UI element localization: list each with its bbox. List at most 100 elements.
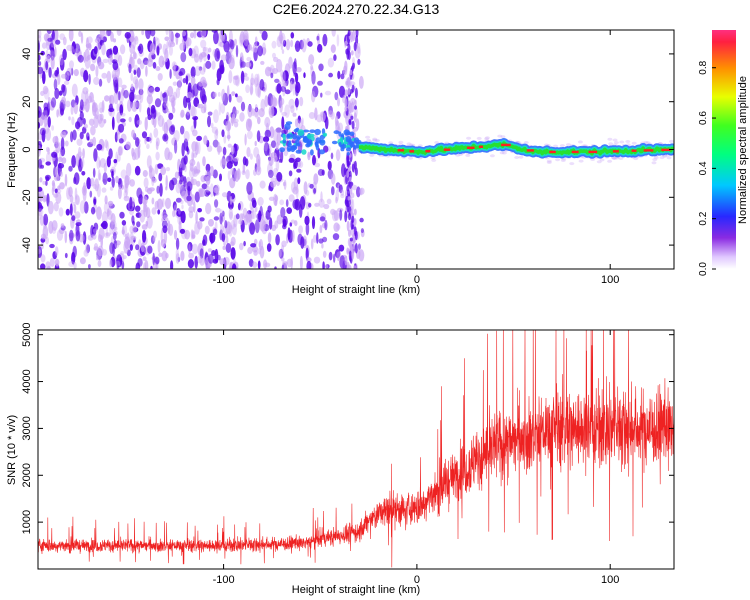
noise-mark xyxy=(106,70,112,84)
noise-mark xyxy=(200,30,207,39)
noise-mark xyxy=(175,87,181,99)
noise-mark xyxy=(298,225,303,234)
noise-mark xyxy=(80,157,85,168)
y-tick-label: 0 xyxy=(21,146,33,152)
noise-mark xyxy=(189,162,194,172)
noise-mark xyxy=(208,253,214,264)
noise-mark xyxy=(242,30,249,41)
noise-mark xyxy=(212,228,218,236)
noise-mark xyxy=(190,76,196,86)
noise-mark xyxy=(113,91,119,105)
noise-mark xyxy=(325,264,328,269)
noise-mark xyxy=(193,116,197,129)
noise-mark xyxy=(66,44,73,52)
noise-mark xyxy=(68,116,71,121)
noise-mark xyxy=(270,140,277,148)
noise-mark xyxy=(140,242,145,253)
noise-mark xyxy=(279,30,283,44)
noise-mark xyxy=(169,69,172,79)
noise-mark xyxy=(221,158,228,165)
x-tick-label: -100 xyxy=(213,274,235,286)
noise-mark xyxy=(222,245,226,250)
noise-mark xyxy=(116,254,123,268)
haze-mark xyxy=(559,144,565,148)
noise-mark xyxy=(198,66,203,71)
noise-mark xyxy=(348,229,351,237)
noise-mark xyxy=(268,217,273,230)
noise-mark xyxy=(279,199,285,206)
noise-mark xyxy=(93,76,100,86)
noise-mark xyxy=(348,182,352,189)
noise-mark xyxy=(281,240,287,248)
noise-mark xyxy=(39,65,42,79)
noise-mark xyxy=(324,219,328,231)
noise-mark xyxy=(144,116,148,131)
noise-mark xyxy=(152,262,158,269)
noise-mark xyxy=(172,91,178,101)
noise-mark xyxy=(351,215,355,224)
noise-mark xyxy=(288,170,293,177)
noise-mark xyxy=(49,42,54,52)
haze-mark xyxy=(430,156,436,160)
noise-mark xyxy=(93,222,99,231)
noise-mark xyxy=(135,100,140,110)
noise-mark xyxy=(205,169,210,182)
noise-mark xyxy=(70,131,74,143)
noise-mark xyxy=(242,156,247,166)
noise-mark xyxy=(65,208,70,216)
noise-mark xyxy=(123,195,130,202)
noise-mark xyxy=(170,260,174,269)
noise-mark xyxy=(129,231,134,244)
noise-mark xyxy=(180,210,186,224)
haze-mark xyxy=(500,135,506,139)
noise-mark xyxy=(138,100,142,113)
noise-mark xyxy=(156,37,160,47)
noise-mark xyxy=(86,132,90,141)
noise-mark xyxy=(60,223,65,228)
noise-mark xyxy=(301,38,307,53)
noise-mark xyxy=(199,87,206,102)
noise-mark xyxy=(38,202,43,213)
track-peak-mark xyxy=(409,150,415,153)
noise-mark xyxy=(122,223,128,237)
noise-mark xyxy=(146,59,154,68)
noise-mark xyxy=(240,70,245,84)
noise-mark xyxy=(121,84,127,90)
noise-mark xyxy=(205,202,212,215)
noise-mark xyxy=(54,188,58,194)
noise-mark xyxy=(271,40,277,49)
noise-mark xyxy=(218,101,221,116)
noise-mark xyxy=(233,143,239,152)
noise-mark xyxy=(135,102,140,108)
noise-mark xyxy=(154,164,159,175)
noise-mark xyxy=(283,82,287,88)
noise-mark xyxy=(49,243,55,249)
track-peak-mark xyxy=(631,149,637,152)
noise-mark xyxy=(354,230,358,241)
noise-mark xyxy=(278,158,282,163)
noise-mark xyxy=(47,116,51,128)
noise-mark xyxy=(194,255,198,269)
noise-mark xyxy=(351,163,355,173)
noise-mark xyxy=(104,95,110,102)
noise-mark xyxy=(115,260,121,266)
noise-mark xyxy=(254,73,260,86)
noise-mark xyxy=(59,182,65,190)
noise-mark xyxy=(45,161,51,166)
noise-mark xyxy=(335,196,338,204)
noise-mark xyxy=(61,84,66,93)
noise-mark xyxy=(347,30,351,37)
noise-mark xyxy=(110,213,116,225)
noise-mark xyxy=(109,94,115,106)
y-tick-label: 2000 xyxy=(21,463,33,487)
noise-mark xyxy=(164,48,169,63)
noise-mark xyxy=(360,228,364,234)
noise-mark xyxy=(267,67,273,72)
noise-mark xyxy=(42,180,46,185)
noise-mark xyxy=(249,153,253,160)
noise-mark xyxy=(69,229,74,242)
noise-mark xyxy=(101,220,108,230)
noise-mark xyxy=(180,250,185,261)
noise-mark xyxy=(73,261,77,269)
noise-mark xyxy=(213,216,220,221)
